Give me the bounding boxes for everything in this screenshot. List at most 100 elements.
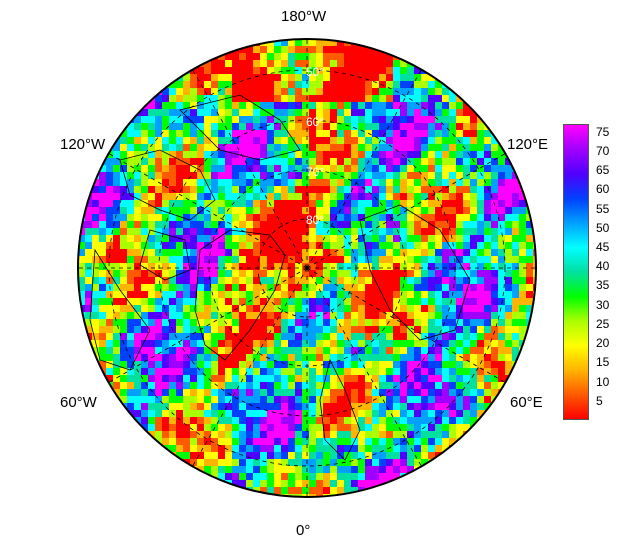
field-cell (218, 228, 225, 235)
field-cell (337, 333, 344, 340)
field-cell (414, 396, 421, 403)
field-cell (225, 137, 232, 144)
field-cell (407, 347, 414, 354)
field-cell (197, 361, 204, 368)
field-cell (288, 375, 295, 382)
field-cell (281, 235, 288, 242)
field-cell (225, 487, 232, 494)
field-cell (134, 284, 141, 291)
field-cell (442, 396, 449, 403)
field-cell (323, 207, 330, 214)
field-cell (190, 151, 197, 158)
field-cell (260, 494, 267, 497)
field-cell (323, 235, 330, 242)
field-cell (127, 130, 134, 137)
field-cell (379, 109, 386, 116)
field-cell (533, 305, 536, 312)
field-cell (106, 186, 113, 193)
field-cell (106, 221, 113, 228)
field-cell (190, 389, 197, 396)
field-cell (379, 60, 386, 67)
field-cell (435, 410, 442, 417)
field-cell (323, 221, 330, 228)
field-cell (295, 305, 302, 312)
field-cell (239, 172, 246, 179)
field-cell (148, 109, 155, 116)
field-cell (239, 151, 246, 158)
field-cell (239, 137, 246, 144)
field-cell (225, 158, 232, 165)
field-cell (372, 256, 379, 263)
field-cell (274, 39, 281, 46)
meridian (98, 267, 308, 389)
field-cell (435, 333, 442, 340)
field-cell (512, 228, 519, 235)
field-cell (414, 256, 421, 263)
field-cell (351, 354, 358, 361)
field-cell (323, 74, 330, 81)
field-cell (365, 270, 372, 277)
field-cell (253, 270, 260, 277)
field-cell (106, 165, 113, 172)
field-cell (211, 340, 218, 347)
field-cell (358, 88, 365, 95)
field-cell (267, 417, 274, 424)
field-cell (414, 382, 421, 389)
field-cell (505, 214, 512, 221)
field-cell (232, 270, 239, 277)
field-cell (218, 95, 225, 102)
field-cell (309, 466, 316, 473)
field-cell (477, 410, 484, 417)
field-cell (232, 193, 239, 200)
field-cell (442, 88, 449, 95)
field-cell (372, 263, 379, 270)
field-cell (316, 109, 323, 116)
field-cell (533, 207, 536, 214)
field-cell (442, 417, 449, 424)
parallel-50 (108, 69, 506, 467)
field-cell (414, 445, 421, 452)
field-cell (274, 193, 281, 200)
field-cell (484, 403, 491, 410)
field-cell (176, 319, 183, 326)
field-cell (176, 130, 183, 137)
field-cell (148, 410, 155, 417)
field-cell (281, 137, 288, 144)
field-cell (309, 256, 316, 263)
field-cell (393, 186, 400, 193)
field-cell (295, 263, 302, 270)
field-cell (134, 305, 141, 312)
field-cell (148, 214, 155, 221)
field-cell (337, 235, 344, 242)
field-cell (379, 270, 386, 277)
field-cell (449, 326, 456, 333)
field-cell (183, 291, 190, 298)
field-cell (239, 200, 246, 207)
field-cell (435, 158, 442, 165)
field-cell (204, 291, 211, 298)
field-cell (246, 228, 253, 235)
field-cell (407, 88, 414, 95)
field-cell (393, 480, 400, 487)
field-cell (134, 319, 141, 326)
field-cell (127, 235, 134, 242)
field-cell (260, 186, 267, 193)
field-cell (260, 424, 267, 431)
field-cell (386, 298, 393, 305)
field-cell (232, 74, 239, 81)
field-cell (302, 333, 309, 340)
field-cell (421, 459, 428, 466)
field-cell (351, 95, 358, 102)
field-cell (316, 298, 323, 305)
field-cell (246, 389, 253, 396)
field-cell (190, 172, 197, 179)
field-cell (295, 403, 302, 410)
field-cell (302, 368, 309, 375)
field-cell (148, 347, 155, 354)
field-cell (211, 137, 218, 144)
field-cell (169, 144, 176, 151)
field-cell (225, 60, 232, 67)
field-cell (85, 347, 92, 354)
field-cell (253, 389, 260, 396)
field-cell (428, 445, 435, 452)
